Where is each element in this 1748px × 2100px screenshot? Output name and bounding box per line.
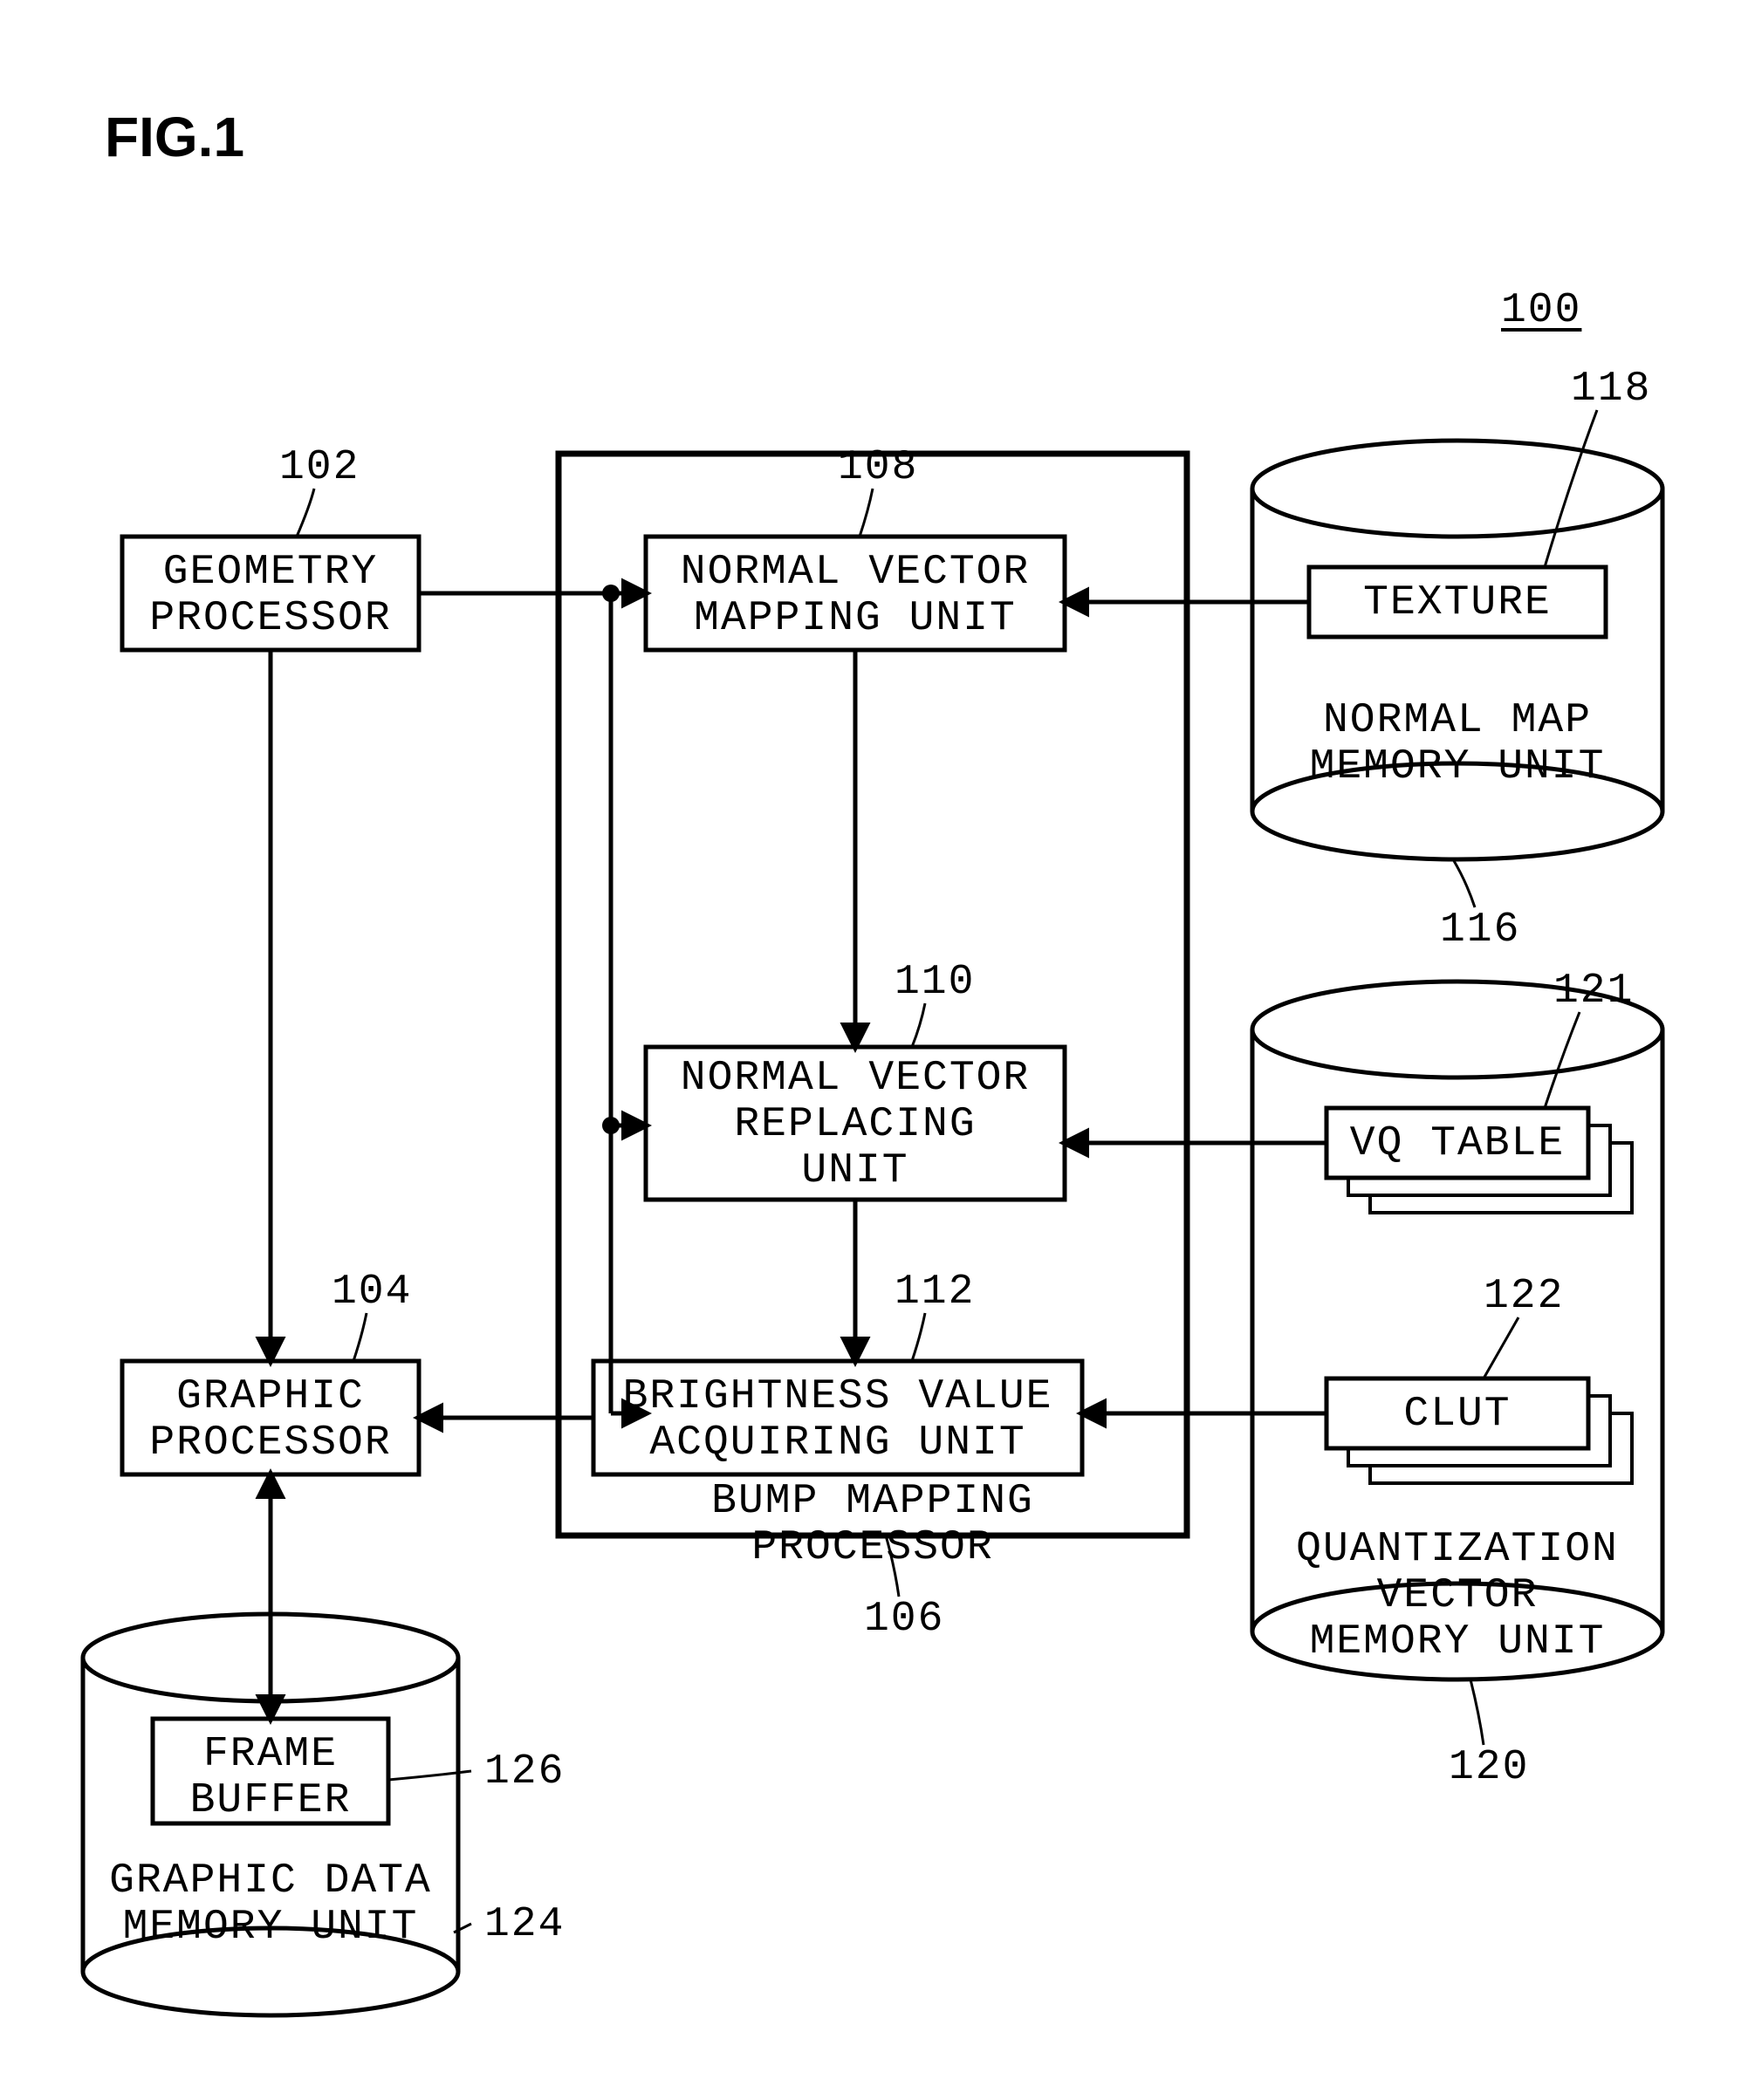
ref-106: 106 [864,1597,944,1643]
nvru-label: NORMAL VECTOR REPLACING UNIT [646,1056,1065,1194]
leader-102 [297,489,314,537]
leader-108 [860,489,873,537]
ref-102: 102 [279,445,360,491]
ref-110: 110 [895,960,975,1006]
ref-124: 124 [484,1902,565,1948]
leader-120 [1470,1679,1484,1745]
clut-label: CLUT [1326,1392,1588,1438]
ref-118: 118 [1571,366,1651,413]
bump-mapping-processor-label: BUMP MAPPING PROCESSOR [559,1479,1187,1571]
leader-110 [912,1003,925,1047]
geometry-processor-label: GEOMETRY PROCESSOR [122,550,419,642]
leader-104 [353,1313,367,1361]
ref-122: 122 [1484,1274,1564,1320]
ref-112: 112 [895,1269,975,1316]
leader-122 [1484,1317,1518,1378]
leader-112 [912,1313,925,1361]
ref-104: 104 [332,1269,412,1316]
texture-label: TEXTURE [1309,580,1606,626]
ref-116: 116 [1440,907,1520,954]
ref-120: 120 [1449,1745,1529,1791]
graphic-processor-label: GRAPHIC PROCESSOR [122,1374,419,1467]
ref-126: 126 [484,1749,565,1796]
junction-top [602,585,620,602]
normal-map-memory-label: NORMAL MAP MEMORY UNIT [1252,698,1662,790]
nvmu-label: NORMAL VECTOR MAPPING UNIT [646,550,1065,642]
vq-table-label: VQ TABLE [1326,1121,1588,1167]
leader-116 [1453,859,1475,907]
ref-108: 108 [838,445,918,491]
quantization-vector-memory-label: QUANTIZATION VECTOR MEMORY UNIT [1252,1527,1662,1665]
ref-121: 121 [1553,968,1634,1015]
graphic-data-memory-label: GRAPHIC DATA MEMORY UNIT [83,1858,458,1951]
bvau-label: BRIGHTNESS VALUE ACQUIRING UNIT [593,1374,1082,1467]
normal-map-memory-cylinder [1252,441,1662,859]
frame-buffer-label: FRAME BUFFER [153,1732,388,1824]
